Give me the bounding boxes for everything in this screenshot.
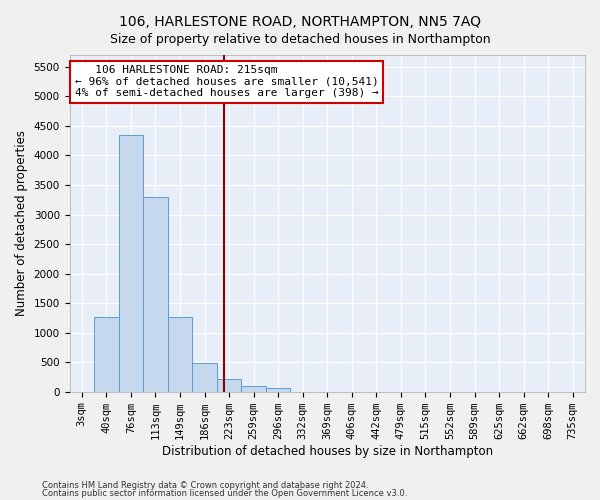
Bar [217,378,241,392]
Text: Size of property relative to detached houses in Northampton: Size of property relative to detached ho… [110,32,490,46]
Text: Contains HM Land Registry data © Crown copyright and database right 2024.: Contains HM Land Registry data © Crown c… [42,480,368,490]
Y-axis label: Number of detached properties: Number of detached properties [15,130,28,316]
Bar [143,197,168,392]
Bar [192,363,217,392]
Bar [266,388,290,392]
Text: 106 HARLESTONE ROAD: 215sqm
← 96% of detached houses are smaller (10,541)
4% of : 106 HARLESTONE ROAD: 215sqm ← 96% of det… [74,65,379,98]
Bar [119,134,143,392]
Text: 106, HARLESTONE ROAD, NORTHAMPTON, NN5 7AQ: 106, HARLESTONE ROAD, NORTHAMPTON, NN5 7… [119,15,481,29]
Bar [168,316,192,392]
Text: Contains public sector information licensed under the Open Government Licence v3: Contains public sector information licen… [42,489,407,498]
Bar [94,316,119,392]
Bar [241,386,266,392]
X-axis label: Distribution of detached houses by size in Northampton: Distribution of detached houses by size … [162,444,493,458]
